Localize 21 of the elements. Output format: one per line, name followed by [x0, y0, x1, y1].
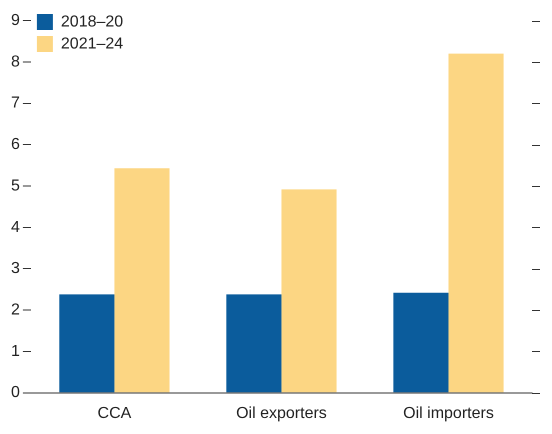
y-tick-label: 6	[10, 136, 20, 154]
y-tick-label: 4	[10, 218, 20, 236]
x-tick-label: Oil exporters	[236, 404, 327, 422]
legend-label: 2021–24	[60, 35, 124, 52]
y-tick-label: 1	[10, 342, 20, 360]
bar	[448, 54, 504, 392]
bar	[226, 294, 282, 392]
bar	[281, 189, 337, 392]
y-tick-label: 9	[10, 12, 20, 30]
legend-label: 2018–20	[60, 13, 124, 30]
y-tick-label: 7	[10, 94, 20, 112]
x-tick-label: CCA	[98, 404, 132, 422]
y-tick-label: 0	[10, 384, 20, 402]
bar	[59, 294, 114, 392]
x-tick-label: Oil importers	[403, 404, 494, 422]
y-tick-label: 5	[10, 177, 20, 194]
bar	[393, 292, 448, 392]
bar	[114, 168, 170, 392]
y-tick-label: 2	[10, 301, 20, 318]
y-tick-label: 8	[10, 53, 20, 70]
y-tick-label: 3	[10, 260, 20, 278]
